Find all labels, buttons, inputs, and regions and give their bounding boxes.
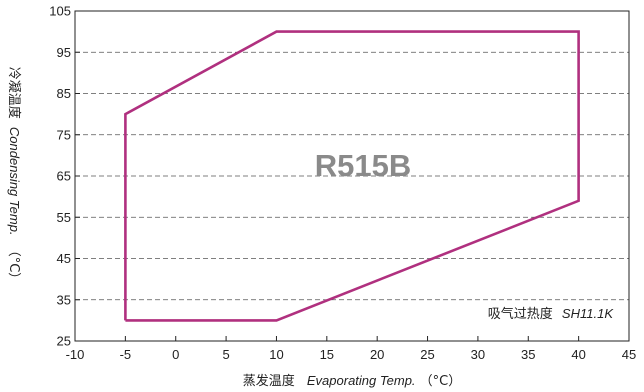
envelope-boundary-line [124, 30, 580, 322]
x-tick-label-1: -5 [120, 347, 132, 362]
y-tick-label-6: 85 [57, 86, 71, 101]
x-tick-label-2: 0 [172, 347, 179, 362]
y-tick-label-5: 75 [57, 127, 71, 142]
x-axis-title: 蒸发温度 Evaporating Temp. （°C） [243, 373, 462, 389]
y-tick-label-2: 45 [57, 251, 71, 266]
x-tick-label-10: 40 [571, 347, 585, 362]
x-axis-title-cn: 蒸发温度 [243, 373, 295, 389]
y-axis-title: 冷凝温度 Condensing Temp. （°C） [6, 67, 22, 286]
x-axis-title-unit: （°C） [420, 374, 462, 389]
y-tick-label-7: 95 [57, 45, 71, 60]
y-tick-label-4: 65 [57, 169, 71, 184]
x-axis-title-en: Evaporating Temp. [307, 373, 416, 388]
x-tick-label-0: -10 [66, 347, 85, 362]
y-tick-label-0: 25 [57, 334, 71, 349]
x-tick-label-9: 35 [521, 347, 535, 362]
x-tick-label-7: 25 [420, 347, 434, 362]
superheat-annotation: 吸气过热度 SH11.1K [488, 306, 615, 322]
x-tick-label-11: 45 [622, 347, 636, 362]
x-tick-label-8: 30 [471, 347, 485, 362]
y-tick-label-3: 55 [57, 210, 71, 225]
axes [74, 10, 630, 342]
y-tick-label-1: 35 [57, 292, 71, 307]
refrigerant-label: R515B [315, 148, 412, 183]
y-axis-title-unit: （°C） [6, 244, 21, 286]
x-tick-label-6: 20 [370, 347, 384, 362]
grid-lines [75, 51, 629, 301]
superheat-annotation-cn: 吸气过热度 [488, 306, 553, 322]
x-tick-label-3: 5 [222, 347, 229, 362]
y-tick-label-8: 105 [49, 4, 71, 19]
y-axis-title-cn: 冷凝温度 [6, 67, 22, 119]
tick-labels: -10 -5 0 5 10 15 20 25 30 35 40 45 25 35 45 55 65 75 85 95 1… [49, 4, 636, 363]
superheat-annotation-en: SH11.1K [562, 306, 614, 321]
x-tick-label-4: 10 [269, 347, 283, 362]
envelope-layer [124, 30, 580, 322]
x-tick-label-5: 15 [320, 347, 334, 362]
y-axis-title-en: Condensing Temp. [7, 127, 22, 236]
